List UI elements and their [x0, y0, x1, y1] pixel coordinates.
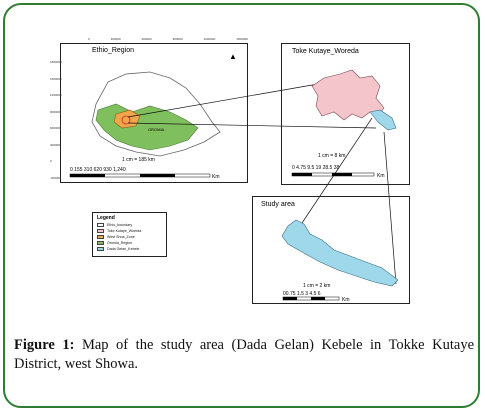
ethio-ytick-col: 1800000 1500000 1200000 900000 600000 30…	[50, 60, 62, 180]
ethio-scale-bar	[69, 173, 211, 178]
woreda-scale-text: 1 cm = 8 km	[318, 153, 346, 159]
dada-gelan-kebele-small	[369, 109, 397, 131]
legend-item: Oromia_Region	[97, 240, 166, 246]
map-legend: Legend Ethio_boundary Toke Kutaye_Woerda…	[92, 212, 167, 257]
woreda-locator	[121, 115, 131, 125]
woreda-scale-ticks: 0 4.75 9.5 19 28.5 38	[292, 165, 340, 171]
west-shoa-zone	[113, 109, 141, 129]
legend-swatch	[97, 241, 104, 245]
legend-item: Toke Kutaye_Woerda	[97, 228, 166, 234]
study-scale-unit: Km	[342, 297, 350, 303]
y-tick: 1200000	[50, 93, 62, 98]
x-tick: 300000	[110, 37, 121, 41]
legend-label: Toke Kutaye_Woerda	[107, 229, 142, 233]
legend-title: Legend	[97, 215, 115, 221]
x-tick: 1500000	[236, 37, 248, 41]
x-tick: 0	[88, 37, 90, 41]
woreda-scale-unit: Km	[377, 173, 385, 179]
x-tick: 900000	[172, 37, 183, 41]
x-tick: 1200000	[203, 37, 216, 41]
legend-item: Dada Gelan_Kebele	[97, 246, 166, 252]
dada-gelan-kebele	[281, 219, 399, 287]
study-area-title: Study area	[261, 201, 295, 208]
study-scale-text: 1 cm = 2 km	[303, 283, 331, 289]
x-tick: 600000	[141, 37, 152, 41]
ethio-scale-unit: Km	[212, 174, 220, 180]
legend-label: Oromia_Region	[107, 241, 133, 245]
y-tick: -300000	[50, 175, 62, 180]
study-scale-bar	[282, 296, 340, 301]
figure-caption: Figure 1: Map of the study area (Dada Ge…	[14, 336, 474, 374]
y-tick: 300000	[50, 142, 61, 147]
y-tick: 0	[50, 159, 52, 164]
ethio-xtick-row: 0 300000 600000 900000 1200000 1500000	[88, 37, 248, 41]
connector-line	[127, 83, 319, 118]
caption-label: Figure 1:	[14, 337, 75, 353]
study-area-panel	[252, 196, 410, 304]
legend-swatch	[97, 223, 104, 227]
woreda-scale-bar	[291, 172, 375, 177]
connector-line	[299, 117, 373, 227]
study-scale-ticks: 00.75 1.5 3 4.5 6	[283, 291, 321, 297]
legend-item: Ethio_boundary	[97, 222, 166, 228]
ethio-scale-ticks: 0 155 310 620 930 1,240	[70, 167, 126, 173]
y-tick: 900000	[50, 109, 61, 114]
y-tick: 1500000	[50, 76, 62, 81]
ethio-region-title: Ethio_Region	[92, 47, 135, 54]
legend-label: Dada Gelan_Kebele	[107, 247, 140, 251]
woreda-title: Toke Kutaye_Woreda	[292, 48, 359, 55]
legend-swatch	[97, 247, 104, 251]
connector-line	[383, 131, 397, 285]
y-tick: 600000	[50, 126, 61, 131]
oromia-label: OROMIA	[148, 127, 165, 132]
y-tick: 1800000	[50, 60, 62, 64]
connector-line	[127, 122, 377, 129]
caption-text: Map of the study area (Dada Gelan) Kebel…	[14, 337, 474, 372]
legend-item: West Shoa_Zone	[97, 234, 166, 240]
legend-label: Ethio_boundary	[107, 223, 133, 227]
legend-swatch	[97, 235, 104, 239]
legend-label: West Shoa_Zone	[107, 235, 135, 239]
ethio-scale-text: 1 cm = 185 km	[122, 157, 155, 163]
legend-swatch	[97, 229, 104, 233]
north-arrow-icon: ▲	[229, 52, 237, 61]
